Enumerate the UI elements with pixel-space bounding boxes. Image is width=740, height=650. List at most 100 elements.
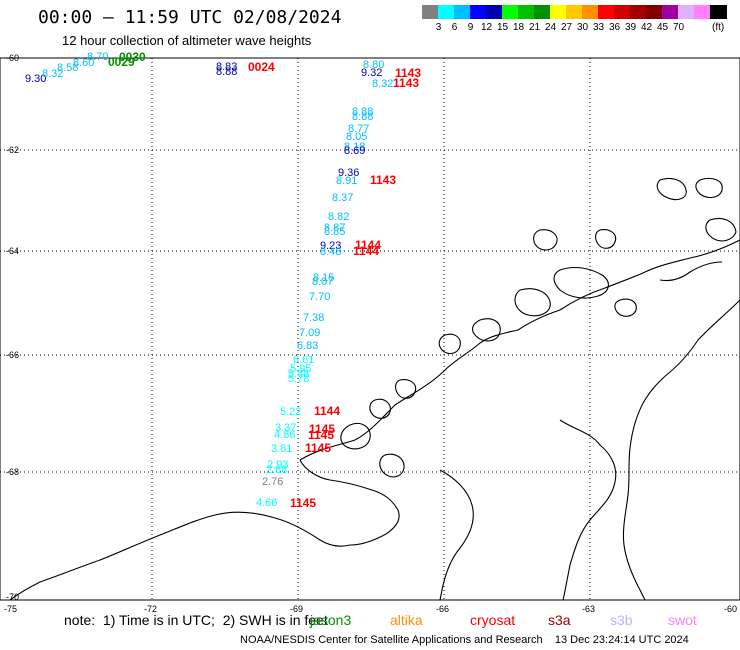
pass-time-label: 0024 bbox=[248, 60, 275, 74]
pass-time-label: 1144 bbox=[355, 238, 381, 252]
legend-swatch bbox=[678, 5, 695, 19]
map-title: 00:00 – 11:59 UTC 02/08/2024 bbox=[38, 7, 342, 28]
legend-label: 42 bbox=[640, 22, 653, 33]
footer-credit: NOAA/NESDIS Center for Satellite Applica… bbox=[240, 634, 689, 646]
lon-tick-label: -60 bbox=[724, 604, 737, 614]
legend-swatch bbox=[486, 5, 503, 19]
pass-time-label: 1144 bbox=[314, 404, 340, 418]
graticule bbox=[0, 58, 740, 600]
wave-height-value: 6.61 bbox=[293, 354, 314, 366]
legend-swatch bbox=[422, 5, 439, 19]
wave-height-value: 8.32 bbox=[372, 78, 393, 90]
pass-time-label: 1145 bbox=[309, 422, 335, 436]
mission-name: s3b bbox=[610, 612, 633, 628]
wave-height-value: 2.76 bbox=[262, 476, 283, 488]
wave-height-value: 5.78 bbox=[288, 373, 309, 385]
legend-swatch bbox=[646, 5, 663, 19]
wave-height-value: 8.32 bbox=[42, 68, 63, 80]
legend-swatch bbox=[566, 5, 583, 19]
legend-swatch bbox=[534, 5, 551, 19]
wave-height-value: 8.80 bbox=[363, 59, 384, 71]
legend-swatch bbox=[470, 5, 487, 19]
wave-height-value: 8.83 bbox=[216, 61, 237, 73]
wave-height-value: 8.58 bbox=[57, 62, 78, 74]
legend-label: 12 bbox=[480, 22, 493, 33]
lat-tick-label: -64 bbox=[6, 246, 19, 256]
legend-unit: (ft) bbox=[712, 22, 725, 33]
pass-time-label: 1144 bbox=[353, 244, 379, 258]
legend-label: 70 bbox=[672, 22, 685, 33]
latitude-tick-labels: -60 -62 -64 -66 -68 -70 bbox=[6, 53, 19, 602]
wave-height-value: 2.68 bbox=[266, 464, 287, 476]
legend-swatch bbox=[550, 5, 567, 19]
legend-label: 33 bbox=[592, 22, 605, 33]
legend-swatch bbox=[710, 5, 727, 19]
wave-height-points: 9.308.328.588.608.708.838.888.809.328.32… bbox=[25, 51, 393, 509]
legend-swatch bbox=[438, 5, 455, 19]
legend-label: 6 bbox=[451, 22, 458, 33]
legend-label: 9 bbox=[467, 22, 474, 33]
legend-swatch bbox=[598, 5, 615, 19]
legend-label: 24 bbox=[544, 22, 557, 33]
wave-height-value: 8.85 bbox=[324, 226, 345, 238]
legend-label: 21 bbox=[528, 22, 541, 33]
pass-time-label: 1145 bbox=[308, 428, 334, 442]
antarctic-peninsula-coastline bbox=[9, 177, 740, 601]
mission-name: s3a bbox=[548, 612, 571, 628]
wave-height-value: 8.88 bbox=[352, 111, 373, 123]
wave-height-value: 9.30 bbox=[25, 73, 46, 85]
lon-tick-label: -66 bbox=[436, 604, 449, 614]
wave-height-value: 5.95 bbox=[290, 363, 311, 375]
wave-height-value: 3.81 bbox=[271, 443, 292, 455]
legend-swatch bbox=[694, 5, 711, 19]
lat-tick-label: -66 bbox=[6, 350, 19, 360]
legend-swatch bbox=[582, 5, 599, 19]
longitude-tick-labels: -75 -72 -69 -66 -63 -60 bbox=[4, 604, 737, 614]
lon-tick-label: -69 bbox=[290, 604, 303, 614]
wave-height-value: 8.05 bbox=[346, 131, 367, 143]
legend-label: 27 bbox=[560, 22, 573, 33]
map-frame bbox=[0, 57, 740, 601]
wave-height-value: 8.88 bbox=[352, 106, 373, 118]
lon-tick-label: -75 bbox=[4, 604, 17, 614]
wave-height-value: 8.37 bbox=[332, 192, 353, 204]
wave-height-value: 8.18 bbox=[344, 141, 365, 153]
wave-height-value: 2.93 bbox=[267, 459, 288, 471]
lon-tick-label: -72 bbox=[144, 604, 157, 614]
wave-height-value: 9.32 bbox=[361, 67, 382, 79]
legend-swatch bbox=[662, 5, 679, 19]
wave-height-value: 9.23 bbox=[320, 240, 341, 252]
legend-label: 39 bbox=[624, 22, 637, 33]
wave-height-value: 3.37 bbox=[275, 422, 296, 434]
footer-note: note: 1) Time is in UTC; 2) SWH is in fe… bbox=[64, 612, 328, 628]
wave-height-value: 5.88 bbox=[288, 368, 309, 380]
wave-height-value: 8.87 bbox=[324, 222, 345, 234]
wave-height-value: 8.77 bbox=[348, 123, 369, 135]
wave-height-value: 9.36 bbox=[338, 167, 359, 179]
legend-label: 30 bbox=[576, 22, 589, 33]
pass-time-label: 1145 bbox=[290, 496, 316, 510]
lat-tick-label: -60 bbox=[6, 53, 19, 63]
mission-name: cryosat bbox=[470, 612, 516, 628]
lat-tick-label: -62 bbox=[6, 145, 19, 155]
legend-label: 3 bbox=[435, 22, 442, 33]
pass-time-label: 1143 bbox=[395, 66, 421, 80]
wave-height-value: 8.82 bbox=[328, 211, 349, 223]
wave-height-value: 6.83 bbox=[297, 340, 318, 352]
lat-tick-label: -70 bbox=[6, 592, 19, 602]
legend-swatch bbox=[454, 5, 471, 19]
pass-time-label: 1145 bbox=[305, 441, 331, 455]
legend-swatch bbox=[630, 5, 647, 19]
pass-time-label: 1143 bbox=[370, 173, 396, 187]
wave-height-value: 8.88 bbox=[216, 66, 237, 78]
legend-label: 15 bbox=[496, 22, 509, 33]
legend-swatch bbox=[518, 5, 535, 19]
mission-name: altika bbox=[390, 612, 423, 628]
wave-height-value: 8.15 bbox=[313, 272, 334, 284]
wave-height-value: 7.38 bbox=[303, 312, 324, 324]
pass-time-label: 1143 bbox=[393, 76, 419, 90]
wave-height-value: 5.22 bbox=[280, 406, 301, 418]
wave-height-value: 7.70 bbox=[309, 291, 330, 303]
